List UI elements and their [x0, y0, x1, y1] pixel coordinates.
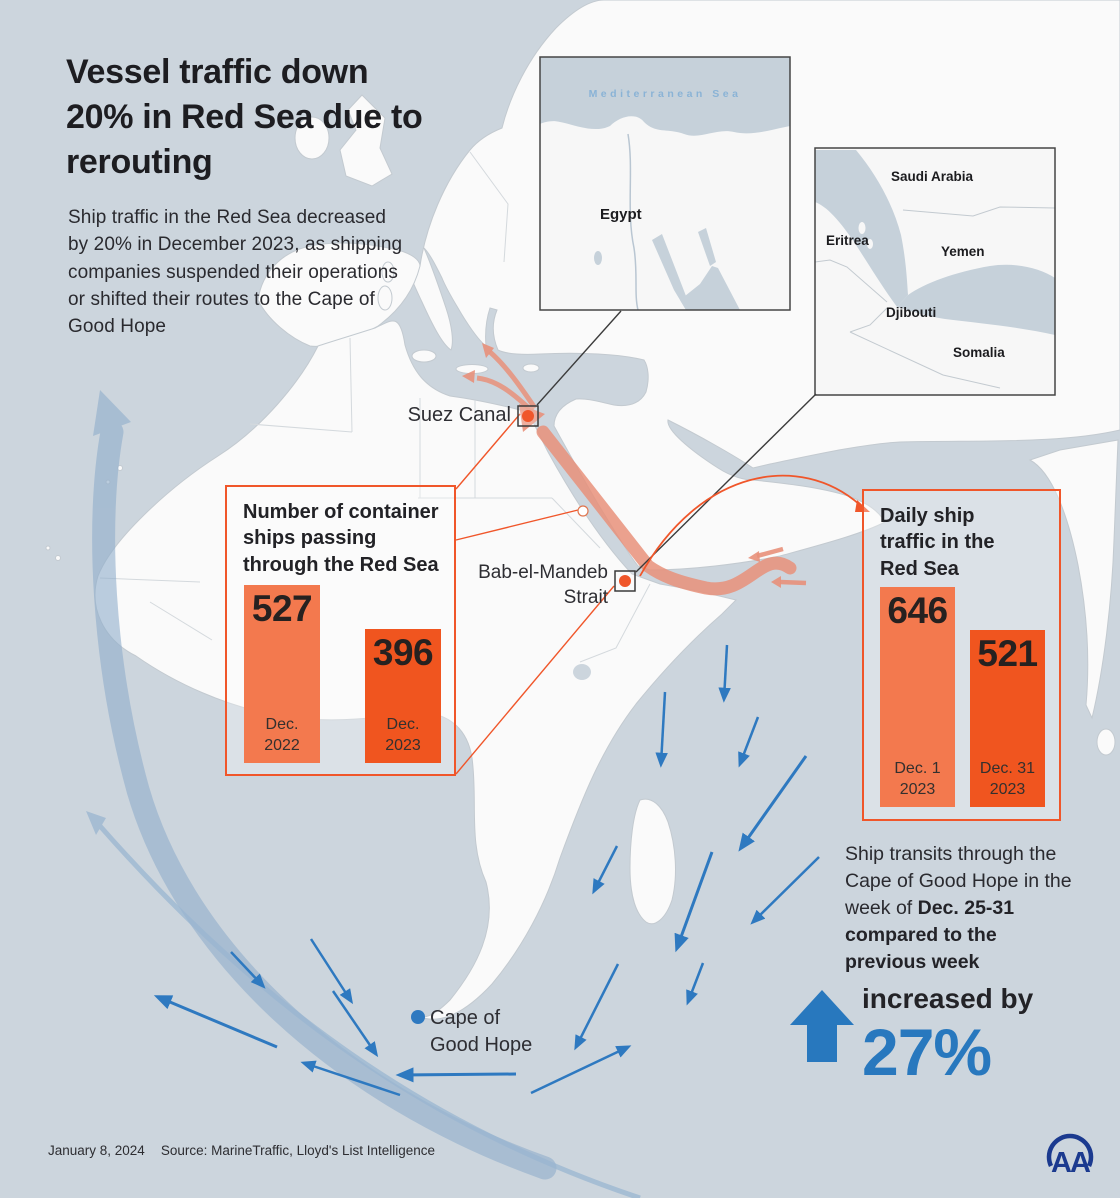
lake-victoria — [573, 664, 591, 680]
egypt-label: Egypt — [600, 206, 642, 223]
rerouting-arrow-thin-icon — [86, 811, 641, 1198]
bar-label: Dec. 1 2023 — [894, 760, 941, 798]
footer-source: Source: MarineTraffic, Lloyd's List Inte… — [160, 1143, 436, 1158]
page-title: Vessel traffic down 20% in Red Sea due t… — [66, 53, 423, 182]
bab-el-mandeb-marker — [614, 570, 636, 592]
ship-traffic-arrows-icon — [153, 644, 820, 1097]
agency-logo-text: AA — [1051, 1147, 1091, 1179]
bar-label: Dec. 2022 — [264, 716, 300, 754]
bar-value: 527 — [251, 588, 313, 629]
agency-logo: AA — [1046, 1133, 1094, 1179]
container-ships-chart: Number of container ships passing throug… — [225, 485, 456, 776]
inset-map-gulf — [814, 147, 1056, 396]
cape-of-good-hope-label: Cape of Good Hope — [430, 1007, 533, 1056]
bab-el-mandeb-label: Bab-el-Mandeb Strait — [478, 562, 608, 609]
page-subtitle: Ship traffic in the Red Sea decreased by… — [68, 207, 403, 338]
corsica — [381, 261, 395, 283]
yemen-label: Yemen — [941, 244, 985, 259]
increase-arrow-icon — [790, 990, 854, 1062]
footer: January 8, 2024 Source: MarineTraffic, L… — [48, 1143, 435, 1158]
suez-canal-marker — [517, 405, 539, 427]
bar-dec-2022: 527 Dec. 2022 — [244, 585, 320, 763]
bar-value: 521 — [977, 633, 1038, 674]
uk-landmass — [339, 94, 393, 187]
suez-canal-label: Suez Canal — [407, 404, 511, 426]
iberia-landmass — [257, 242, 421, 347]
daily-traffic-chart: Daily ship traffic in the Red Sea 646 De… — [862, 489, 1061, 821]
chart-title: Number of container ships passing throug… — [243, 501, 439, 576]
bar-dec-1: 646 Dec. 1 2023 — [880, 587, 955, 807]
mediterranean-sea-label: Mediterranean Sea — [588, 88, 742, 100]
cyprus — [522, 363, 540, 373]
cape-transits-note: Ship transits through the Cape of Good H… — [845, 841, 1079, 976]
note-regular-text: Ship transits through the Cape of Good H… — [845, 843, 1072, 919]
increase-value: 27% — [862, 1015, 992, 1089]
note-bold-text: Dec. 25-31 compared to the previous week — [845, 896, 1015, 973]
eritrea-label: Eritrea — [826, 233, 869, 248]
ireland-landmass — [294, 116, 330, 160]
india-landmass — [1028, 439, 1119, 720]
saudi-arabia-label: Saudi Arabia — [891, 169, 974, 184]
bar-dec-31: 521 Dec. 31 2023 — [970, 630, 1045, 807]
island-dot — [45, 545, 51, 551]
increase-label: increased by — [862, 983, 1034, 1014]
bar-label: Dec. 2023 — [385, 716, 421, 754]
sicily — [411, 349, 437, 363]
bar-value: 396 — [372, 632, 434, 673]
djibouti-label: Djibouti — [886, 305, 937, 320]
bar-value: 646 — [887, 590, 948, 631]
route-midpoint-dot — [577, 505, 589, 517]
island-dot — [55, 555, 61, 561]
cape-of-good-hope-dot — [411, 1010, 425, 1024]
callout-lines — [455, 310, 870, 775]
chart-title: Daily ship traffic in the Red Sea — [880, 505, 995, 580]
bar-label: Dec. 31 2023 — [979, 760, 1036, 798]
inset-map-egypt — [539, 56, 791, 311]
footer-date: January 8, 2024 — [48, 1143, 145, 1158]
country-borders — [99, 151, 651, 663]
sardinia — [377, 285, 393, 311]
sri-lanka — [1096, 728, 1116, 756]
somalia-label: Somalia — [953, 345, 1005, 360]
bar-dec-2023: 396 Dec. 2023 — [365, 629, 441, 763]
madagascar-landmass — [629, 798, 676, 925]
